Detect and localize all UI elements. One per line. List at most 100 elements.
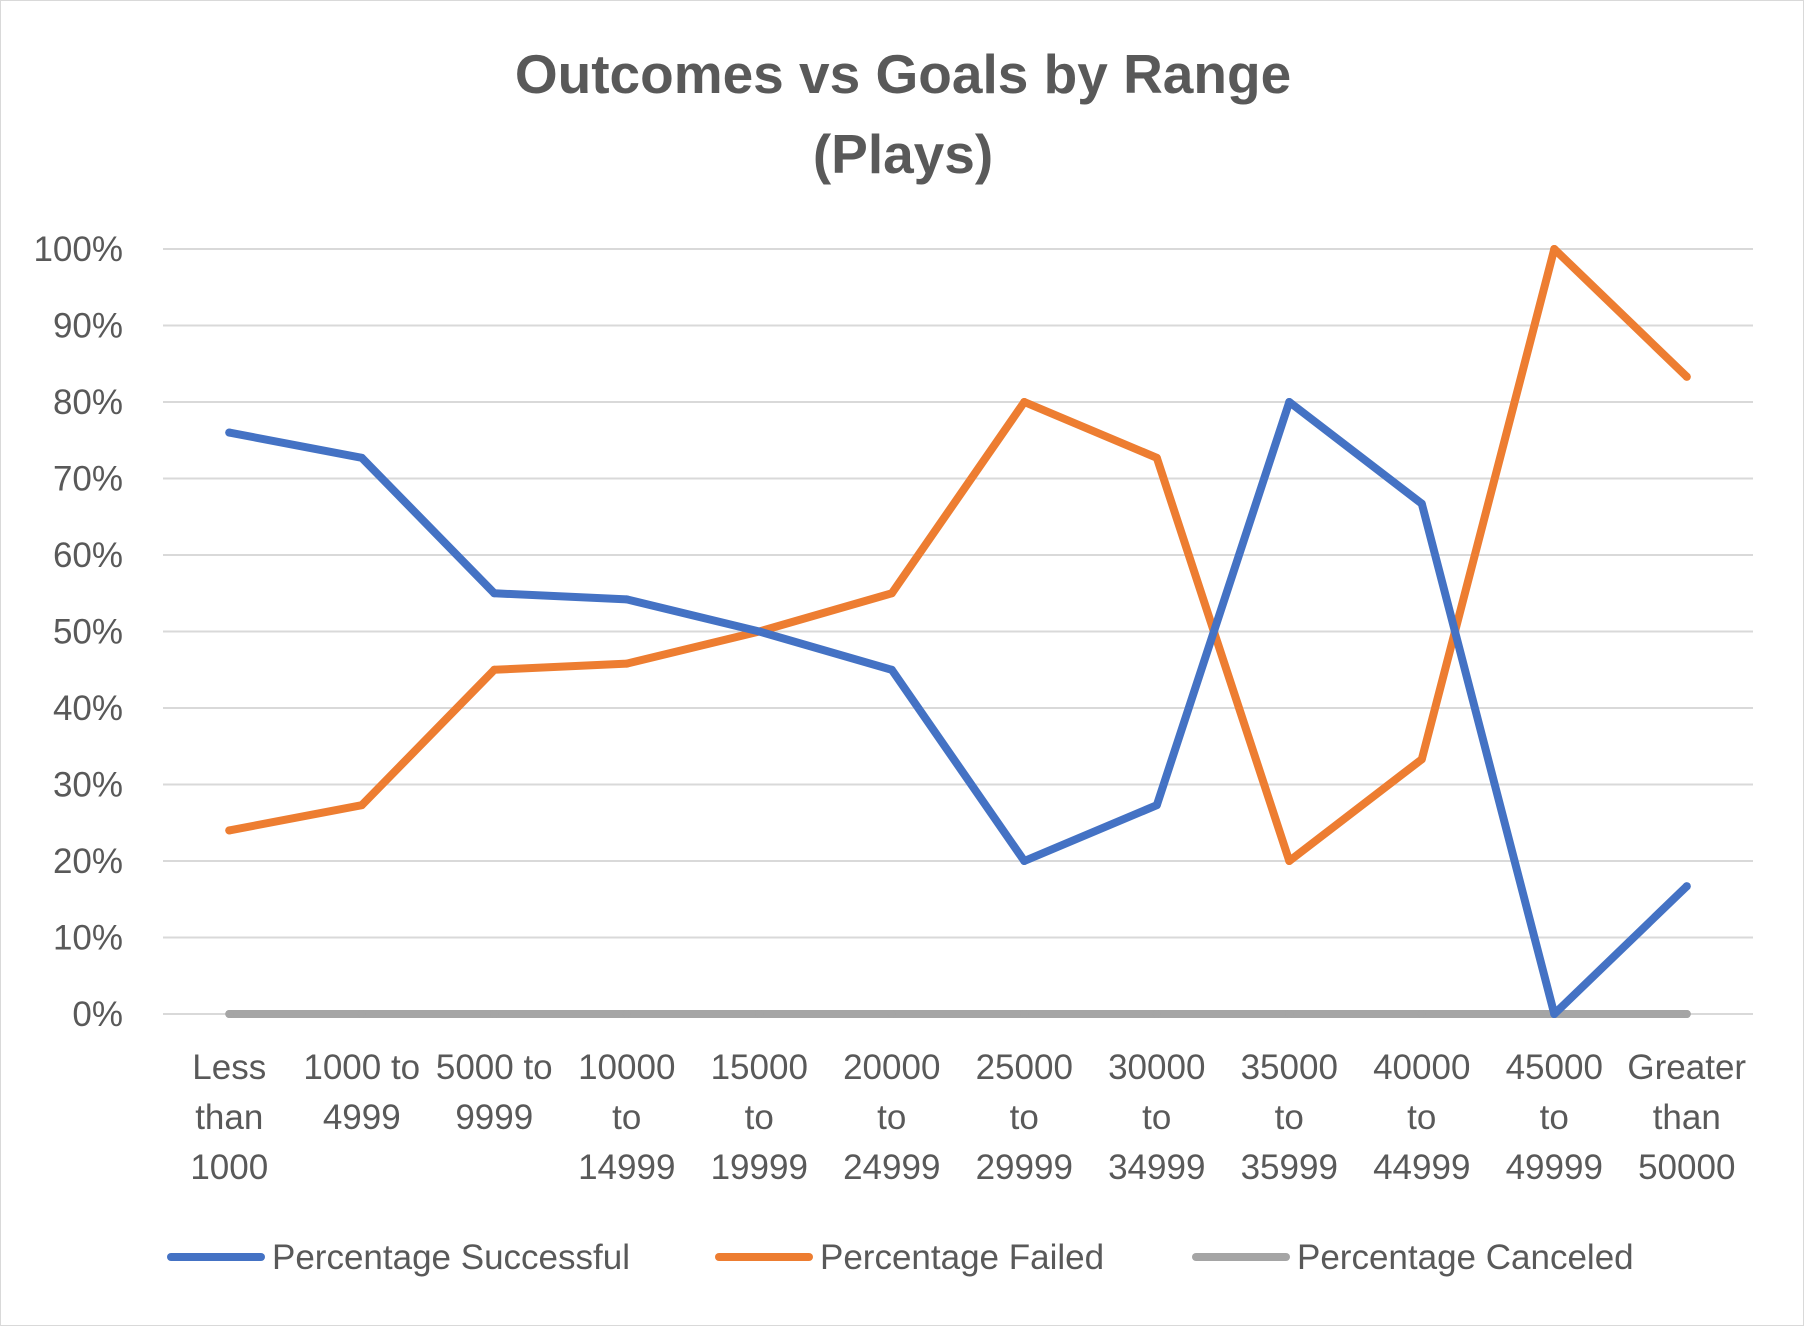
x-tick-label-line: 20000	[843, 1048, 940, 1087]
chart-title-line-0: Outcomes vs Goals by Range	[515, 43, 1291, 105]
legend-label: Percentage Successful	[272, 1238, 630, 1277]
x-tick-label: 20000 to 24999	[843, 1048, 940, 1187]
data-point	[357, 1010, 366, 1018]
x-axis-ticks: Less than 1000 1000 to 4999 5000 to 9999 10000 t…	[190, 1048, 1746, 1187]
x-tick-label-line: than	[1653, 1098, 1721, 1137]
y-tick-label: 30%	[53, 766, 123, 805]
x-tick-label-line: 5000 to	[436, 1048, 553, 1087]
x-tick-label-line: 9999	[455, 1098, 533, 1137]
x-tick-label: 30000 to 34999	[1108, 1048, 1205, 1187]
y-tick-label: 80%	[53, 383, 123, 422]
gridlines	[163, 248, 1753, 1015]
data-point	[225, 1010, 234, 1018]
x-tick-label-line: 29999	[976, 1148, 1073, 1187]
x-tick-label: 35000 to 35999	[1241, 1048, 1338, 1187]
y-tick-label: 70%	[53, 460, 123, 499]
y-tick-label: 50%	[53, 613, 123, 652]
x-tick-label-line: 14999	[578, 1148, 675, 1187]
x-tick-label-line: 1000 to	[303, 1048, 420, 1087]
data-point	[755, 1010, 764, 1018]
data-point	[622, 595, 631, 604]
chart-title: Outcomes vs Goals by Range (Plays)	[515, 43, 1291, 185]
data-point	[887, 1010, 896, 1018]
data-point	[225, 428, 234, 437]
data-point	[1682, 372, 1691, 381]
x-tick-label-line: 4999	[323, 1098, 401, 1137]
data-point	[1020, 857, 1029, 865]
data-point	[490, 589, 499, 598]
data-point	[490, 1010, 499, 1018]
x-tick-label: 1000 to 4999	[303, 1048, 420, 1137]
y-axis-ticks: 0% 10% 20% 30% 40% 50% 60% 70% 80% 90% 100%	[33, 230, 123, 1034]
data-point	[1020, 1010, 1029, 1018]
data-point	[1682, 882, 1691, 891]
x-tick-label: Greater than 50000	[1627, 1048, 1746, 1187]
x-tick-label-line: to	[1540, 1098, 1569, 1137]
series-line-percentage-failed	[225, 245, 1691, 865]
x-tick-label: 40000 to 44999	[1373, 1048, 1470, 1187]
data-point	[357, 453, 366, 462]
data-point	[1152, 1010, 1161, 1018]
data-point	[490, 665, 499, 674]
x-tick-label-line: 45000	[1506, 1048, 1603, 1087]
data-point	[1417, 499, 1426, 508]
data-point	[1285, 1010, 1294, 1018]
x-tick-label: 5000 to 9999	[436, 1048, 553, 1137]
y-tick-label: 60%	[53, 536, 123, 575]
data-point	[1152, 453, 1161, 462]
x-tick-label-line: 1000	[190, 1148, 268, 1187]
x-tick-label-line: 35000	[1241, 1048, 1338, 1087]
chart-title-line-1: (Plays)	[813, 123, 993, 185]
series-line-percentage-successful	[225, 398, 1691, 1018]
data-point	[1417, 1010, 1426, 1018]
data-point	[1682, 1010, 1691, 1018]
x-tick-label-line: 19999	[711, 1148, 808, 1187]
x-tick-label-line: 50000	[1638, 1148, 1735, 1187]
data-point	[1152, 801, 1161, 810]
series-lines	[225, 245, 1691, 1018]
x-tick-label: Less than 1000	[190, 1048, 268, 1187]
x-tick-label-line: to	[1010, 1098, 1039, 1137]
x-tick-label-line: to	[877, 1098, 906, 1137]
x-tick-label-line: to	[612, 1098, 641, 1137]
y-tick-label: 100%	[33, 230, 123, 269]
x-tick-label: 45000 to 49999	[1506, 1048, 1603, 1187]
x-tick-label: 25000 to 29999	[976, 1048, 1073, 1187]
x-tick-label-line: to	[745, 1098, 774, 1137]
x-tick-label-line: 40000	[1373, 1048, 1470, 1087]
y-tick-label: 20%	[53, 842, 123, 881]
y-tick-label: 0%	[72, 995, 123, 1034]
x-tick-label: 10000 to 14999	[578, 1048, 675, 1187]
x-tick-label-line: 30000	[1108, 1048, 1205, 1087]
data-point	[755, 627, 764, 636]
x-tick-label-line: Greater	[1627, 1048, 1746, 1087]
data-point	[622, 659, 631, 668]
x-tick-label: 15000 to 19999	[711, 1048, 808, 1187]
legend: Percentage Successful Percentage Failed Pe…	[167, 1238, 1634, 1277]
x-tick-label-line: 25000	[976, 1048, 1073, 1087]
data-point	[622, 1010, 631, 1018]
y-tick-label: 90%	[53, 307, 123, 346]
data-point	[887, 589, 896, 598]
legend-label: Percentage Failed	[820, 1238, 1104, 1277]
data-point	[225, 826, 234, 835]
legend-label: Percentage Canceled	[1297, 1238, 1634, 1277]
x-tick-label-line: 15000	[711, 1048, 808, 1087]
data-point	[1285, 857, 1294, 865]
y-tick-label: 40%	[53, 689, 123, 728]
x-tick-label-line: to	[1275, 1098, 1304, 1137]
x-tick-label-line: to	[1142, 1098, 1171, 1137]
x-tick-label-line: 10000	[578, 1048, 675, 1087]
data-point	[357, 801, 366, 810]
x-tick-label-line: 49999	[1506, 1148, 1603, 1187]
x-tick-label-line: Less	[192, 1048, 266, 1087]
data-point	[1285, 398, 1294, 406]
data-point	[1020, 398, 1029, 406]
x-tick-label-line: than	[195, 1098, 263, 1137]
x-tick-label-line: 24999	[843, 1148, 940, 1187]
x-tick-label-line: 44999	[1373, 1148, 1470, 1187]
data-point	[1550, 245, 1559, 253]
x-tick-label-line: 35999	[1241, 1148, 1338, 1187]
